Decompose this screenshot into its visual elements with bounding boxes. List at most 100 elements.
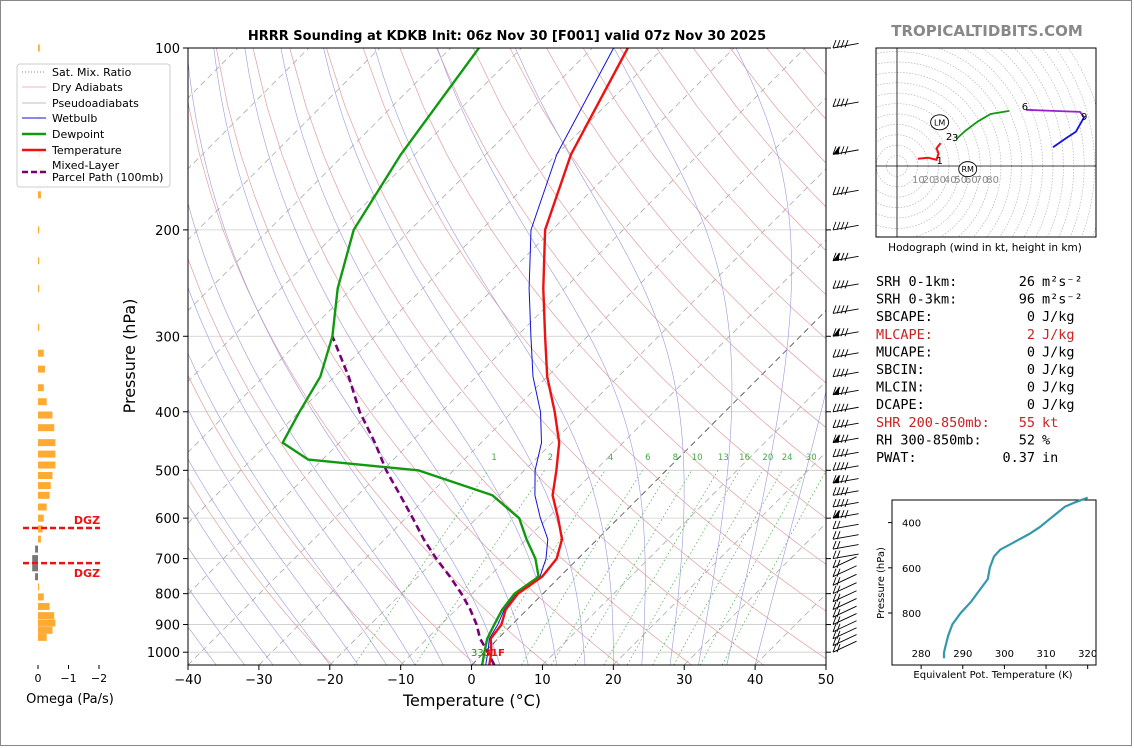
wind-barb-feather <box>844 98 849 107</box>
hodograph-ring-label: 30 <box>933 175 946 186</box>
wind-barb-feather <box>840 98 845 107</box>
wind-barb <box>832 520 859 530</box>
wind-barb-feather <box>836 531 841 540</box>
y-tick-label: 700 <box>155 553 180 568</box>
wind-barb-feather <box>832 98 837 107</box>
y-tick-label: 900 <box>155 619 180 634</box>
wind-barb-feather <box>836 403 841 412</box>
theta-e-y-tick-label: 600 <box>902 564 921 575</box>
x-tick-label: 40 <box>747 673 764 688</box>
index-unit: J/kg <box>1042 380 1075 396</box>
wind-barbs <box>832 39 859 653</box>
omega-bar <box>38 411 53 419</box>
hodograph-ring-label: 20 <box>923 175 936 186</box>
wind-barb-feather <box>836 593 841 602</box>
wind-barb-feather <box>840 146 845 155</box>
wind-barb-feather <box>832 585 837 594</box>
pseudoadiabat-line <box>188 57 472 665</box>
wind-barb <box>832 598 857 610</box>
x-tick-label: 30 <box>676 673 693 688</box>
omega-tick-label: −2 <box>91 672 107 685</box>
index-unit: in <box>1042 450 1058 466</box>
wind-barb <box>832 531 859 540</box>
wind-barb-feather <box>832 386 837 395</box>
wind-barb-staff <box>832 620 857 633</box>
index-value: 0 <box>1027 380 1035 396</box>
x-tick-label: 20 <box>605 673 622 688</box>
wind-barb <box>832 573 857 586</box>
dry-adiabat-line <box>188 374 405 665</box>
wind-barb <box>832 540 859 550</box>
wind-barb-feather <box>844 39 849 49</box>
mixing-ratio-line <box>550 470 671 665</box>
pseudoadiabat-line <box>188 408 359 665</box>
wind-barb-feather <box>836 601 841 610</box>
wind-barb-feather <box>832 509 837 519</box>
omega-bar <box>38 619 56 627</box>
x-tick-label: 10 <box>534 673 551 688</box>
x-tick-label: −10 <box>387 673 414 688</box>
theta-e-line <box>942 496 1089 659</box>
wind-barb-staff <box>832 573 857 586</box>
index-label: DCAPE: <box>876 397 925 413</box>
brand-label: TROPICALTIDBITS.COM <box>891 22 1083 40</box>
wind-barb <box>832 462 859 471</box>
isotherm-line <box>400 239 826 665</box>
wind-barb-feather <box>836 487 841 496</box>
mixing-ratio-label: 30 <box>806 453 817 463</box>
isotherm-line <box>683 522 826 665</box>
wind-barb-feather <box>836 280 841 289</box>
omega-bar <box>38 514 44 522</box>
theta-e-y-axis-label: Pressure (hPa) <box>876 547 887 619</box>
wind-barb-feather <box>836 616 841 625</box>
wind-barb-pennant <box>833 434 839 443</box>
omega-bar <box>38 349 44 357</box>
wind-barb-feather <box>832 498 837 508</box>
wind-barb <box>832 550 859 560</box>
dewpoint-line <box>281 48 540 665</box>
omega-panel: 0 −1 −2 Omega (Pa/s) DGZ DGZ <box>23 44 114 707</box>
wind-barb-feather <box>844 474 849 484</box>
omega-bar <box>38 482 51 490</box>
wind-barb-feather <box>832 550 837 559</box>
chart-title: HRRR Sounding at KDKB Init: 06z Nov 30 [… <box>248 29 766 44</box>
theta-e-x-tick-label: 310 <box>1036 649 1055 660</box>
omega-tick-label: 0 <box>35 672 42 685</box>
wind-barb-feather <box>836 349 841 358</box>
hodograph-ring-label: 70 <box>976 175 989 186</box>
wind-barb-feather <box>836 39 841 49</box>
wind-barb-pennant <box>833 386 839 395</box>
temperature-line <box>488 48 629 665</box>
wind-barb-feather <box>832 419 837 428</box>
wind-barb-feather <box>840 434 845 443</box>
omega-bar <box>38 602 50 610</box>
wind-barb-feather <box>844 487 849 496</box>
wind-barb-feather <box>836 540 841 550</box>
wind-barb-feather <box>840 305 845 314</box>
index-label: SBCIN: <box>876 362 925 378</box>
wind-barb-staff <box>832 613 857 625</box>
wind-barb-feather <box>832 593 837 602</box>
index-unit: J/kg <box>1042 397 1075 413</box>
wind-barb-staff <box>832 565 857 578</box>
pseudoadiabat-line <box>613 48 733 665</box>
wind-barb-feather <box>836 305 841 314</box>
wind-barb-feather <box>840 403 845 412</box>
omega-tick-label: −1 <box>60 672 76 685</box>
hodograph-height-label: 2 <box>946 132 952 143</box>
wind-barb-feather <box>832 349 837 358</box>
wind-barb <box>832 98 859 107</box>
hodograph-ring-label: 10 <box>912 175 925 186</box>
y-tick-label: 600 <box>155 512 180 527</box>
theta-e-y-tick-label: 800 <box>902 609 921 620</box>
omega-bar <box>38 633 47 641</box>
wind-barb-feather <box>832 559 837 568</box>
indices-panel: SRH 0-1km: 26 m²s⁻² SRH 0-3km: 96 m²s⁻² SBCAPE… <box>876 274 1083 466</box>
y-tick-label: 300 <box>155 330 180 345</box>
hodograph-height-label: 9 <box>1081 112 1087 123</box>
theta-e-x-tick-label: 280 <box>912 649 931 660</box>
mixing-ratio-label: 16 <box>739 453 750 463</box>
wind-barb <box>832 186 859 196</box>
wind-barb-staff <box>832 582 857 595</box>
